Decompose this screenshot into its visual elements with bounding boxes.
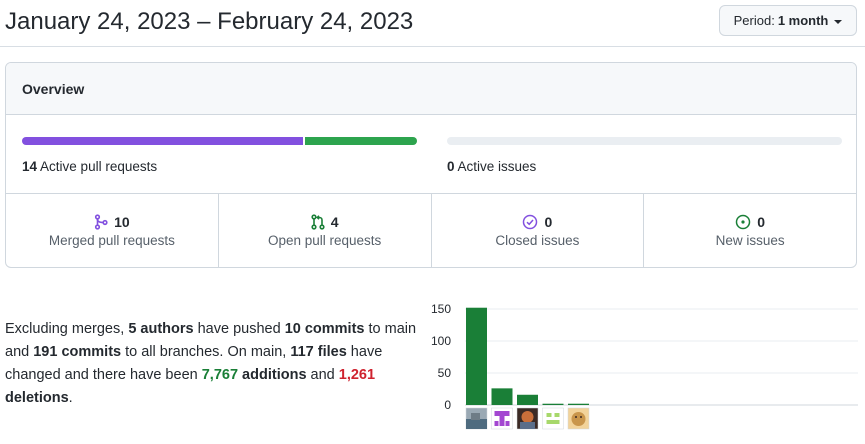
period-dropdown-button[interactable]: Period: 1 month	[719, 5, 857, 36]
open-segment	[305, 137, 417, 145]
active-pull-requests-caption[interactable]: 14 Active pull requests	[22, 159, 157, 174]
commits-main-link[interactable]: 10 commits	[284, 321, 365, 337]
page-title: January 24, 2023 – February 24, 2023	[5, 8, 414, 35]
contributor-avatar[interactable]	[516, 407, 539, 430]
overview-stats: 10 Merged pull requests 4 Open	[6, 194, 856, 267]
overview-panel: Overview 14 Active pull requests 0 Activ…	[5, 62, 857, 268]
deletions-word: deletions	[5, 390, 69, 406]
issues-bar	[447, 137, 842, 145]
page-header: January 24, 2023 – February 24, 2023 Per…	[0, 0, 865, 47]
contributor-bar[interactable]	[568, 403, 589, 405]
merged-segment	[22, 137, 303, 145]
summary-text-5: have changed and there have been	[5, 344, 383, 383]
summary-text-3: to main and	[5, 321, 417, 360]
new-issues-label: New issues	[715, 232, 785, 248]
stat-closed-issues[interactable]: 0 Closed issues	[432, 194, 645, 267]
git-pull-request-icon	[311, 213, 325, 230]
closed-issues-label: Closed issues	[495, 232, 580, 248]
y-tick-label: 0	[444, 398, 451, 412]
git-merge-icon	[94, 213, 108, 230]
overview-header: Overview	[6, 63, 856, 115]
active-pull-requests-count: 14	[22, 159, 38, 174]
contributor-bar[interactable]	[491, 388, 513, 405]
files-changed-link[interactable]: 117 files	[290, 344, 347, 360]
stat-new-issues[interactable]: 0 New issues	[644, 194, 856, 267]
y-tick-label: 100	[431, 334, 451, 348]
contributor-avatar[interactable]	[465, 407, 488, 430]
active-issues-count: 0	[447, 159, 455, 174]
stat-open-pull-requests[interactable]: 4 Open pull requests	[219, 194, 432, 267]
commits-all-link[interactable]: 191 commits	[33, 344, 122, 360]
additions-number: 7,767	[201, 367, 239, 383]
deletions-count: 1,261 deletions	[5, 367, 375, 406]
contributor-bar[interactable]	[517, 394, 538, 405]
period-label: Period:	[733, 13, 775, 28]
pull-requests-bar[interactable]	[22, 137, 417, 145]
open-label: Open pull requests	[267, 232, 382, 248]
contributor-avatar[interactable]	[491, 407, 513, 430]
merged-label: Merged pull requests	[48, 232, 175, 248]
contributor-bar[interactable]	[542, 403, 564, 405]
open-count: 4	[330, 213, 339, 230]
contributor-avatar[interactable]	[542, 407, 564, 430]
deletions-number: 1,261	[338, 367, 376, 383]
contributor-avatar[interactable]	[567, 407, 590, 430]
summary-text-2: have pushed	[193, 321, 285, 337]
new-issues-count: 0	[757, 213, 766, 230]
active-issues-label: Active issues	[457, 159, 537, 174]
overview-bars: 14 Active pull requests 0 Active issues	[6, 115, 856, 194]
issue-closed-icon	[523, 214, 538, 229]
active-issues-caption[interactable]: 0 Active issues	[447, 159, 536, 174]
summary-text-4: to all branches. On main,	[121, 344, 291, 360]
additions-count: 7,767 additions	[202, 367, 307, 383]
commit-summary: Excluding merges, 5 authors have pushed …	[5, 318, 430, 410]
closed-issues-count: 0	[544, 213, 553, 230]
merged-count: 10	[114, 213, 130, 230]
overview-title: Overview	[22, 80, 85, 97]
summary-text-7: .	[68, 390, 73, 406]
y-tick-label: 150	[431, 302, 451, 316]
y-tick-label: 50	[438, 366, 452, 380]
caret-down-icon	[834, 19, 843, 24]
authors-link[interactable]: 5 authors	[128, 321, 194, 337]
contributors-chart: 150 100 50 0	[430, 298, 865, 439]
summary-text-1: Excluding merges,	[5, 321, 129, 337]
issue-opened-icon	[735, 214, 751, 229]
summary-text-6: and	[306, 367, 339, 383]
contributor-bar[interactable]	[466, 307, 487, 405]
stat-merged-pull-requests[interactable]: 10 Merged pull requests	[6, 194, 219, 267]
active-pull-requests-label: Active pull requests	[40, 159, 158, 174]
contributors-bar-chart: 150 100 50 0	[431, 302, 858, 430]
period-value: 1 month	[777, 13, 829, 28]
additions-word: additions	[238, 367, 307, 383]
